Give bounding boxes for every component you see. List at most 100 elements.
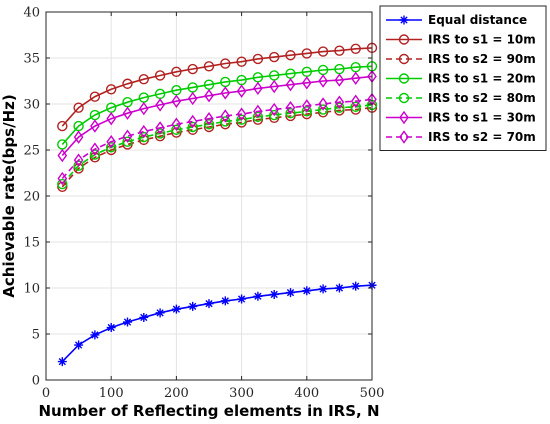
- series-2-point: [105, 84, 117, 95]
- series-5-point: [203, 119, 215, 130]
- series-3-point: [252, 114, 264, 125]
- series-2-point: [285, 50, 296, 61]
- y-tick-label: 40: [23, 6, 40, 21]
- series-7-point: [155, 121, 165, 135]
- series-2-point: [138, 73, 150, 85]
- series-1-point: [123, 317, 132, 327]
- series-3-point: [57, 181, 68, 193]
- x-tick-label: 500: [360, 386, 385, 401]
- series-1-point: [334, 283, 344, 293]
- legend-entry-4: IRS to s1 = 20m: [386, 72, 536, 86]
- legend-entry-5: IRS to s2 = 80m: [386, 91, 536, 105]
- series-3-point: [203, 121, 215, 133]
- series-2-point: [252, 53, 264, 65]
- series-5-point: [350, 101, 361, 112]
- series-3-point: [285, 110, 296, 122]
- series-3-point: [138, 134, 150, 146]
- series-7-point: [318, 97, 328, 111]
- series-2-point: [57, 120, 68, 132]
- y-tick-label: 5: [32, 328, 40, 343]
- series-1-point: [139, 312, 149, 322]
- series-6-point: [73, 130, 84, 144]
- series-2: [57, 42, 378, 132]
- series-2-point: [122, 78, 133, 89]
- series-6-point: [350, 71, 361, 85]
- series-6-point: [204, 89, 214, 103]
- series-6: [57, 69, 377, 163]
- series-6-point: [236, 84, 247, 98]
- series-6-point: [155, 98, 165, 112]
- series-3-point: [301, 108, 312, 120]
- series-5-point: [105, 142, 117, 153]
- series-3-point: [269, 112, 280, 124]
- y-tick-label: 20: [23, 190, 40, 205]
- series-3-point: [236, 117, 247, 128]
- series-4-line: [61, 65, 373, 146]
- series-5-point: [187, 121, 198, 133]
- series-3-point: [334, 105, 345, 116]
- series-7-point: [269, 102, 280, 117]
- series-1-point: [237, 294, 247, 304]
- series-1-point: [302, 286, 312, 296]
- series-6-point: [334, 73, 345, 87]
- legend-label: IRS to s1 = 20m: [428, 72, 536, 86]
- legend-entry-3: IRS to s2 = 90m: [386, 52, 536, 66]
- series-5-point: [334, 102, 345, 113]
- series-1-point: [90, 330, 100, 340]
- x-tick-label: 100: [99, 386, 124, 401]
- legend-label: IRS to s1 = 10m: [428, 33, 536, 47]
- series-5-point: [317, 104, 329, 115]
- series-2-point: [89, 91, 101, 102]
- series-5-point: [89, 149, 101, 160]
- legend-marker: [399, 15, 409, 25]
- legend-entry-2: IRS to s1 = 10m: [386, 33, 536, 47]
- legend-label: IRS to s2 = 90m: [428, 52, 536, 66]
- series-7-point: [253, 104, 263, 119]
- series-6-point: [90, 119, 100, 133]
- series-2-point: [171, 66, 182, 78]
- x-tick-label: 200: [164, 386, 189, 401]
- series-6-point: [269, 79, 280, 94]
- series-2-point: [73, 102, 84, 113]
- legend-entry-1: Equal distance: [386, 13, 527, 27]
- series-6-point: [318, 74, 328, 88]
- x-tick-label: 300: [229, 386, 254, 401]
- series-6-point: [285, 77, 296, 92]
- series-5-point: [138, 131, 150, 143]
- legend-marker: [398, 73, 410, 84]
- series-7-point: [122, 129, 133, 143]
- series-5-point: [301, 106, 312, 117]
- series-2-point: [301, 48, 312, 59]
- series-6-point: [122, 106, 133, 120]
- series-7-point: [106, 135, 117, 149]
- series-2-point: [350, 43, 361, 54]
- series-2-point: [203, 61, 215, 72]
- series-1-point: [106, 323, 116, 333]
- series-5-point: [154, 128, 166, 139]
- series-1-point: [57, 357, 67, 367]
- series-5-point: [220, 116, 231, 127]
- legend-marker: [398, 53, 410, 65]
- series-5-line: [61, 104, 373, 185]
- series-2-point: [236, 56, 247, 67]
- series-1-point: [220, 296, 230, 306]
- series-2-point: [187, 63, 198, 75]
- series-7-point: [187, 114, 198, 129]
- series-7-point: [301, 99, 312, 113]
- series-1-point: [155, 308, 165, 318]
- legend-entry-6: IRS to s1 = 30m: [386, 111, 536, 125]
- series-7-point: [334, 95, 345, 109]
- series-5-point: [57, 178, 68, 190]
- legend-label: Equal distance: [428, 13, 527, 27]
- legend-entry-7: IRS to s2 = 70m: [386, 130, 536, 144]
- series-2-line: [61, 47, 373, 127]
- series-3-point: [89, 152, 101, 163]
- series-1-point: [171, 304, 181, 314]
- series-7-point: [57, 171, 68, 186]
- series-1-point: [318, 284, 328, 294]
- series-7-point: [285, 100, 296, 115]
- series-7-point: [204, 112, 214, 126]
- series-7-point: [138, 124, 149, 139]
- series-6-point: [187, 91, 198, 106]
- series-3-point: [154, 130, 166, 142]
